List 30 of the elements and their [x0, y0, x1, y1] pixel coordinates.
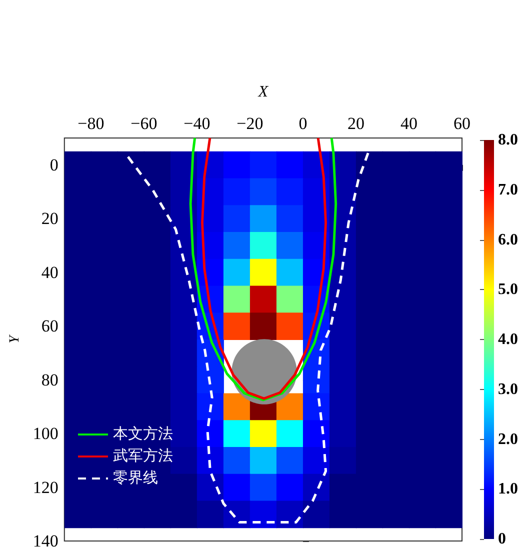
y-tick-label: 140	[32, 532, 58, 550]
x-tick-label: 60	[454, 114, 470, 133]
y-tick-label: 80	[41, 370, 58, 390]
color-bar-label: 3.0	[498, 380, 518, 398]
y-tick-label: 20	[41, 209, 58, 228]
color-bar-label: 1.0	[498, 480, 518, 498]
color-bar-label: 6.0	[498, 231, 518, 248]
y-tick-label: 0	[50, 155, 58, 174]
color-bar-label: 0	[498, 530, 506, 548]
x-tick-label: 0	[298, 114, 308, 133]
y-axis-title: Y	[8, 333, 22, 344]
color-bar-label: 5.0	[498, 281, 518, 298]
x-tick-label: −80	[78, 114, 104, 133]
y-tick-label: 40	[41, 262, 58, 282]
color-bar-label: 7.0	[498, 181, 518, 198]
x-tick-label: −40	[184, 114, 210, 133]
y-tick-label: 120	[32, 478, 58, 497]
color-bar-label: 2.0	[498, 430, 518, 448]
x-tick-label: 40	[400, 114, 418, 133]
x-axis-title: X	[257, 84, 270, 100]
y-tick-label: 60	[41, 316, 58, 336]
color-bar-label: 8.0	[498, 132, 518, 148]
legend-label: 零界线	[113, 470, 158, 486]
y-tick-label: 100	[32, 424, 58, 444]
color-bar-label: 4.0	[498, 331, 518, 348]
legend-label: 武军方法	[113, 448, 173, 464]
x-tick-label: −20	[236, 114, 264, 133]
x-tick-label: −60	[130, 114, 158, 133]
legend-label: 本文方法	[113, 426, 173, 442]
x-tick-label: 20	[347, 114, 364, 133]
